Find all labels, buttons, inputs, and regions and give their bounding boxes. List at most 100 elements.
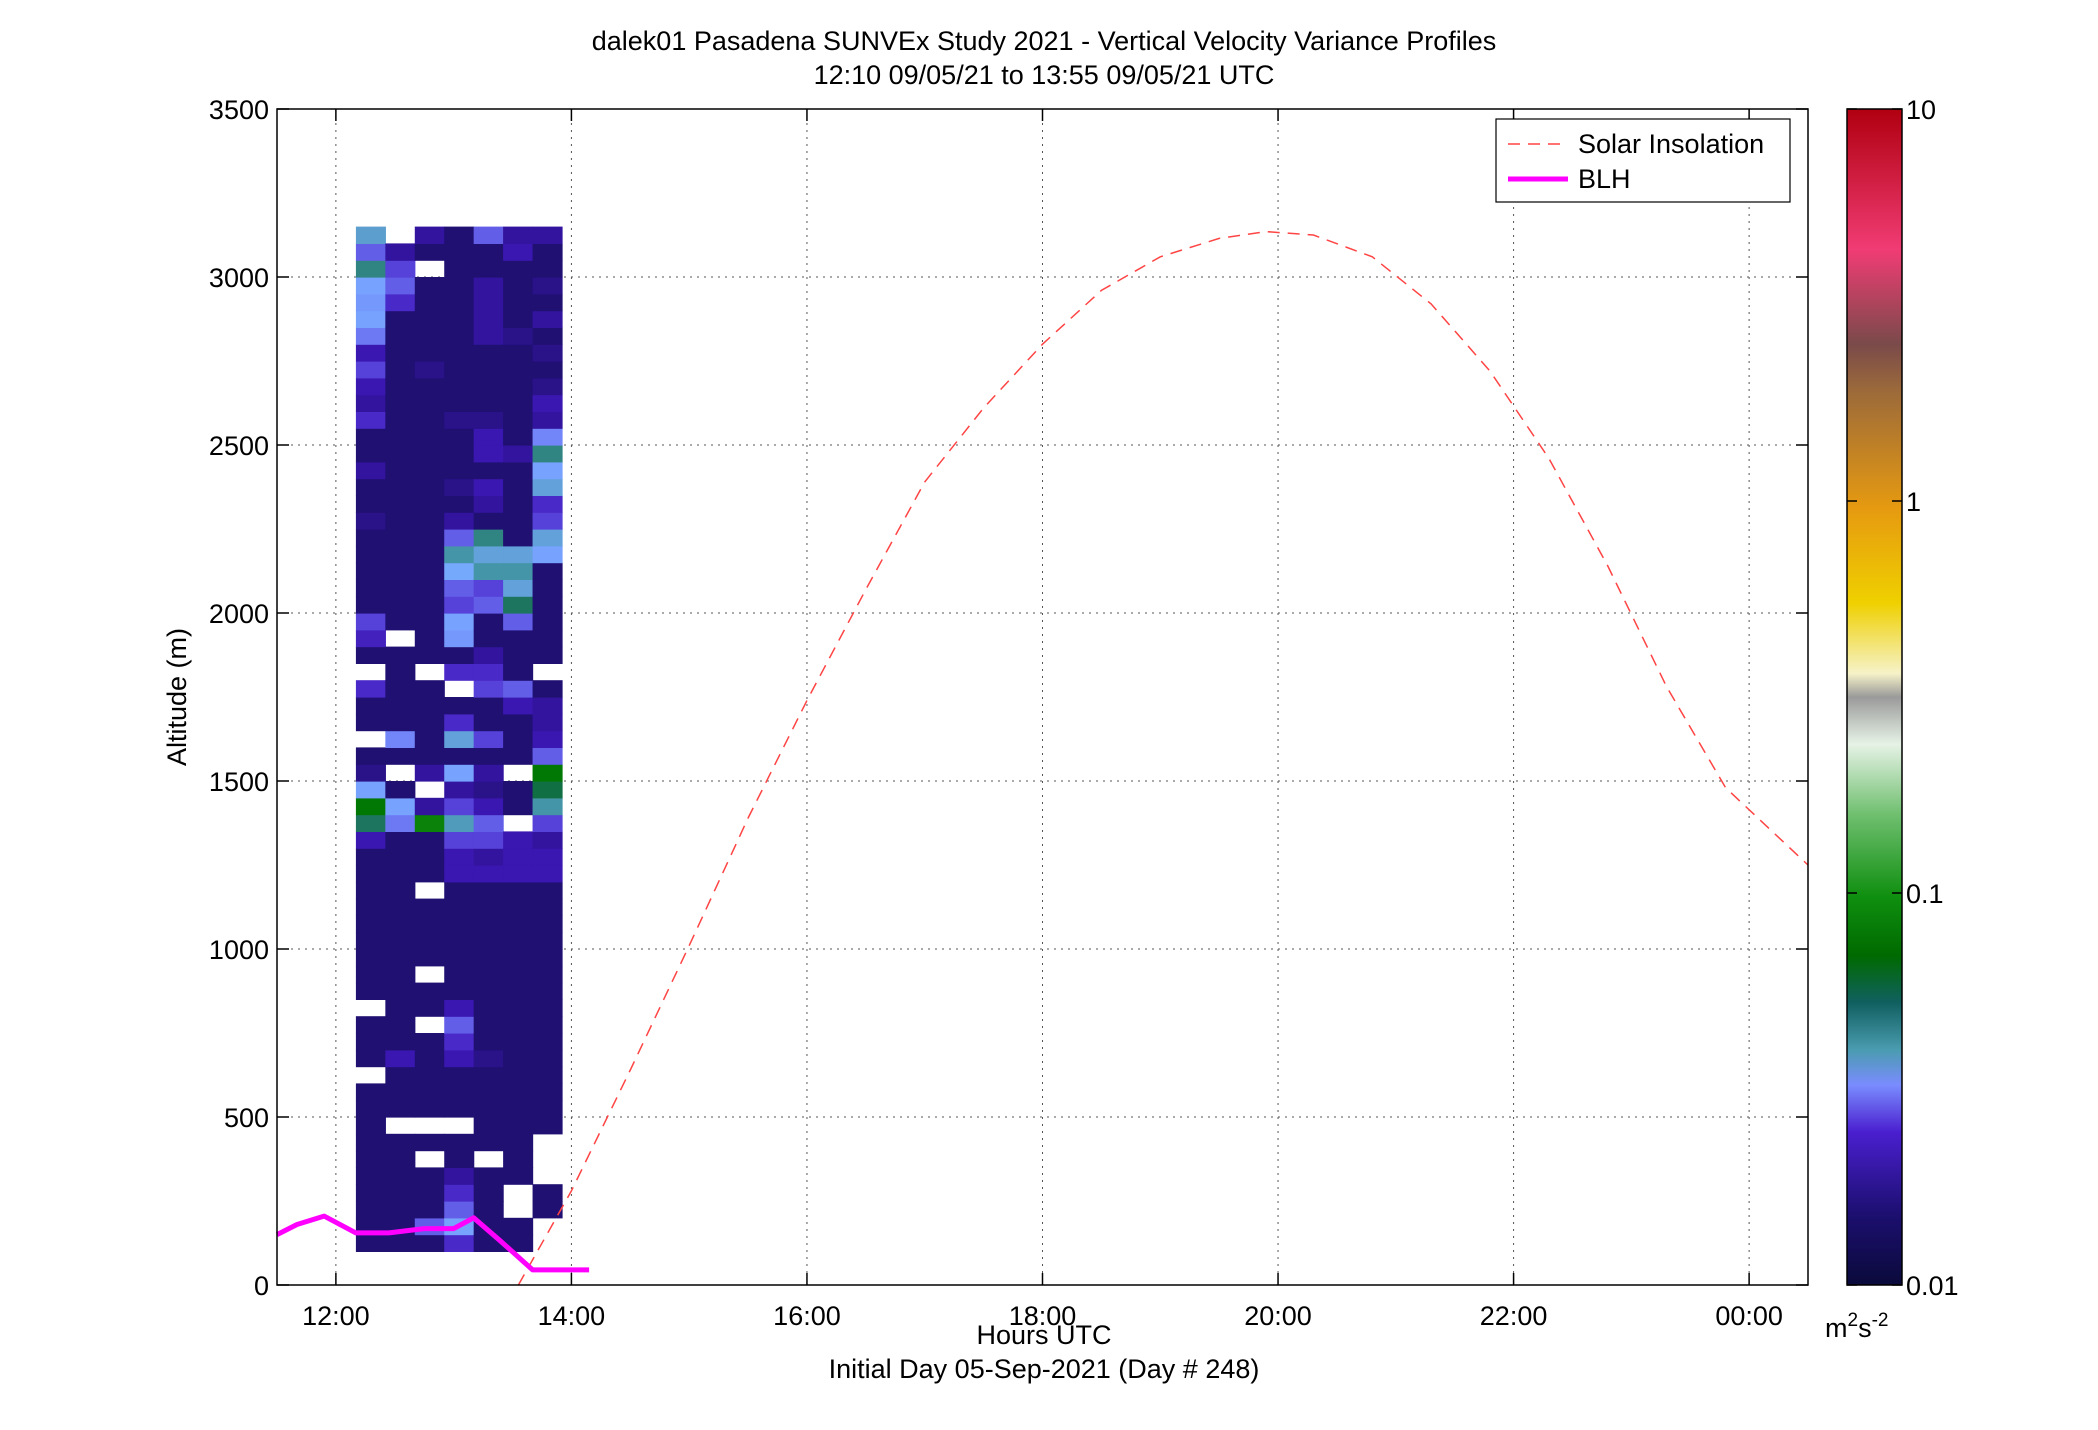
heatmap-cell xyxy=(532,865,563,883)
heatmap-cell xyxy=(414,377,445,396)
heatmap-cell xyxy=(414,1033,445,1051)
heatmap-cell xyxy=(444,344,475,362)
heatmap-cell xyxy=(385,596,416,614)
heatmap-cell xyxy=(532,949,563,967)
heatmap-cell xyxy=(503,495,534,513)
heatmap-cell xyxy=(355,361,386,379)
heatmap-cell xyxy=(385,1201,416,1219)
heatmap-cell xyxy=(444,529,475,547)
y-tick-label: 1000 xyxy=(209,935,269,965)
heatmap-cell xyxy=(444,377,475,396)
heatmap-cell xyxy=(414,831,445,849)
heatmap-cell xyxy=(444,697,475,715)
heatmap-cell xyxy=(414,327,445,345)
heatmap-cell xyxy=(355,310,386,328)
heatmap-cell xyxy=(414,579,445,597)
heatmap-cell xyxy=(355,629,386,648)
heatmap-cell xyxy=(532,361,563,379)
heatmap-cell xyxy=(503,663,534,681)
heatmap-cell xyxy=(355,512,386,530)
heatmap-cell xyxy=(385,949,416,967)
heatmap-cell xyxy=(444,629,475,648)
heatmap-cell xyxy=(385,1234,416,1252)
y-tick-label: 3500 xyxy=(209,95,269,125)
heatmap-cell xyxy=(444,1066,475,1084)
heatmap-cell xyxy=(444,898,475,916)
heatmap-cell xyxy=(473,243,504,261)
heatmap-cell xyxy=(503,1066,534,1084)
heatmap-cell xyxy=(385,865,416,883)
heatmap-cell xyxy=(444,1133,475,1152)
heatmap-cell xyxy=(444,1100,475,1118)
heatmap-cell xyxy=(473,277,504,295)
heatmap-cell xyxy=(503,411,534,429)
heatmap-cell xyxy=(503,293,534,312)
heatmap-cell xyxy=(444,848,475,866)
heatmap-cell xyxy=(355,881,386,900)
heatmap-cell xyxy=(385,1184,416,1202)
heatmap-cell xyxy=(473,512,504,530)
heatmap-cell xyxy=(414,680,445,698)
colorbar-unit-exp1: 2 xyxy=(1848,1310,1859,1331)
solar-insolation-line xyxy=(517,230,1809,1286)
colorbar-unit-mid: s xyxy=(1858,1313,1872,1343)
heatmap-cell xyxy=(385,1083,416,1101)
heatmap-cell xyxy=(414,848,445,866)
heatmap-cell xyxy=(444,831,475,849)
heatmap-cell xyxy=(385,361,416,379)
heatmap-cell xyxy=(473,730,504,748)
heatmap-cell xyxy=(385,243,416,261)
legend-label-blh: BLH xyxy=(1578,164,1631,194)
heatmap-cell xyxy=(473,982,504,1000)
heatmap-cell xyxy=(503,428,534,446)
heatmap-cell xyxy=(385,394,416,412)
heatmap-cell xyxy=(385,310,416,328)
heatmap-cell xyxy=(473,646,504,664)
heatmap-cell xyxy=(532,764,563,782)
heatmap-cell xyxy=(473,764,504,782)
heatmap-cell xyxy=(385,529,416,547)
axis-ticks: 12:00 14:00 16:00 18:00 20:00 22:00 00:00 0 500 1… xyxy=(209,95,1808,1331)
heatmap-cell xyxy=(355,411,386,429)
y-tick-label: 500 xyxy=(224,1103,269,1133)
heatmap-cell xyxy=(473,361,504,379)
heatmap-cell xyxy=(532,461,563,480)
heatmap-cell xyxy=(444,495,475,513)
heatmap-cell xyxy=(532,1083,563,1101)
heatmap-cell xyxy=(444,949,475,967)
heatmap-cell xyxy=(444,260,475,278)
heatmap-cell xyxy=(503,512,534,530)
heatmap-cell xyxy=(503,579,534,597)
heatmap-cell xyxy=(385,1150,416,1168)
heatmap-cell xyxy=(355,579,386,597)
colorbar-gradient xyxy=(1846,108,1903,1286)
heatmap-cell xyxy=(355,797,386,816)
x-axis-label-secondary: Initial Day 05-Sep-2021 (Day # 248) xyxy=(829,1354,1260,1384)
heatmap-cell xyxy=(532,545,563,564)
heatmap-cell xyxy=(355,831,386,849)
heatmap-cell xyxy=(414,814,445,832)
heatmap-cell xyxy=(473,428,504,446)
heatmap-cell xyxy=(444,814,475,832)
heatmap-cell xyxy=(503,361,534,379)
heatmap-cell xyxy=(355,1150,386,1168)
heatmap-cell xyxy=(385,697,416,715)
heatmap-cell xyxy=(473,1066,504,1084)
heatmap-cell xyxy=(503,1150,534,1168)
colorbar-unit-base: m xyxy=(1825,1313,1848,1343)
heatmap-cell xyxy=(503,310,534,328)
heatmap-cell xyxy=(532,478,563,496)
heatmap-cell xyxy=(503,445,534,463)
heatmap-cell xyxy=(473,747,504,765)
heatmap-cell xyxy=(532,898,563,916)
chart-title-group: dalek01 Pasadena SUNVEx Study 2021 - Ver… xyxy=(592,26,1497,90)
heatmap-cell xyxy=(503,1100,534,1118)
heatmap-cell xyxy=(385,848,416,866)
heatmap-cell xyxy=(444,478,475,496)
heatmap-cell xyxy=(532,747,563,765)
heatmap-cell xyxy=(473,377,504,396)
heatmap-cell xyxy=(414,1083,445,1101)
heatmap-cell xyxy=(444,310,475,328)
heatmap-cell xyxy=(355,327,386,345)
